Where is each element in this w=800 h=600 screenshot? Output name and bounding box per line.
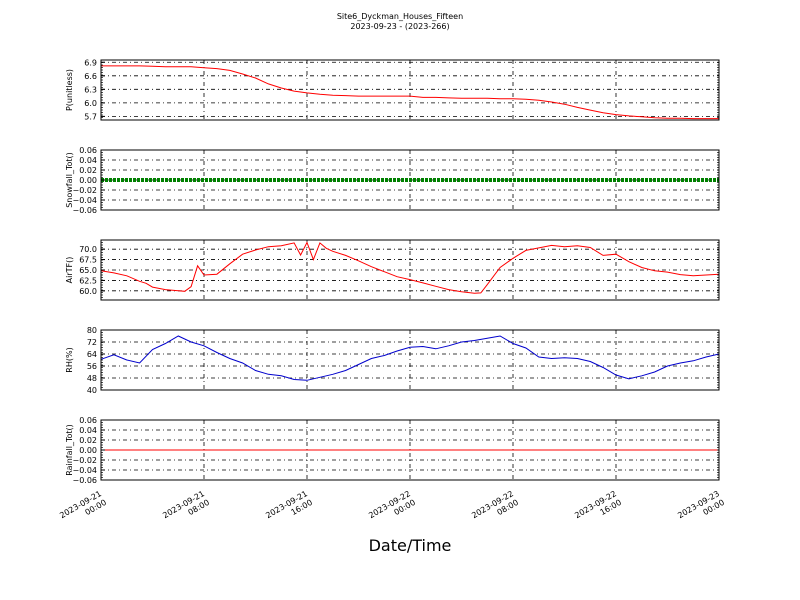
y-tick-label: 40: [87, 386, 97, 395]
chart-title-line2: 2023-09-23 - (2023-266): [350, 22, 449, 31]
y-tick-label: 0.04: [79, 156, 97, 165]
y-tick-label: 72: [87, 338, 97, 347]
y-tick-label: 0.04: [79, 426, 97, 435]
y-tick-label: 0.02: [79, 436, 97, 445]
y-tick-label: 70.0: [79, 245, 97, 254]
y-tick-label: 6.3: [84, 85, 97, 94]
y-tick-label: 67.5: [79, 256, 97, 265]
chart-panels: 6.96.66.36.05.7P(unitless)0.060.040.020.…: [65, 58, 720, 485]
y-axis-label: Snowfall_Tot(): [65, 152, 74, 208]
y-tick-label: 6.6: [84, 72, 97, 81]
y-tick-label: −0.04: [72, 196, 97, 205]
series-line: [100, 335, 720, 381]
y-tick-label: 6.0: [84, 99, 97, 108]
y-tick-label: −0.02: [72, 186, 97, 195]
panel-3: 70.0 67.565.062.5 60.0 AirTF(): [65, 239, 720, 301]
panel-1: 6.9 6.6 6.3 6.0 5.7 P(unitless): [65, 58, 720, 121]
y-tick-label: 60.0: [79, 287, 97, 296]
x-axis-label: Date/Time: [369, 536, 452, 555]
panel-frame: [100, 329, 720, 391]
y-tick-label: −0.02: [72, 456, 97, 465]
y-tick-label: 6.9: [84, 58, 97, 67]
y-tick-label: 65.0: [79, 266, 97, 275]
series-line: [100, 241, 720, 294]
panel-2: 0.060.040.020.00−0.02−0.04−0.06Snowfall_…: [65, 146, 720, 215]
y-tick-label: −0.06: [72, 476, 97, 485]
y-axis-label: AirTF(): [65, 257, 74, 284]
panel-frame: [100, 59, 720, 121]
y-axis-label: P(unitless): [65, 69, 74, 111]
y-tick-label: 64: [87, 350, 97, 359]
panel-5: 0.060.040.020.00−0.02−0.04−0.06Rainfall_…: [65, 416, 720, 485]
chart-title-line1: Site6_Dyckman_Houses_Fifteen: [337, 12, 463, 21]
y-tick-label: −0.04: [72, 466, 97, 475]
y-tick-label: 0.06: [79, 416, 97, 425]
y-tick-label: −0.06: [72, 206, 97, 215]
y-axis-label: Rainfall_Tot(): [65, 424, 74, 476]
y-tick-label: 62.5: [79, 276, 97, 285]
y-tick-label: 56: [87, 362, 97, 371]
y-axis-label: RH(%): [65, 347, 74, 372]
panel-4: 80 72 64 56 48 40 RH(%): [65, 326, 720, 395]
y-tick-label: 0.06: [79, 146, 97, 155]
series-line: [101, 65, 719, 120]
y-tick-label: 80: [87, 326, 97, 335]
y-tick-label: 0.02: [79, 166, 97, 175]
y-tick-label: 5.7: [84, 112, 97, 121]
y-tick-label: 48: [87, 374, 97, 383]
y-tick-label: 0.00: [79, 176, 97, 185]
y-tick-label: 0.00: [79, 446, 97, 455]
